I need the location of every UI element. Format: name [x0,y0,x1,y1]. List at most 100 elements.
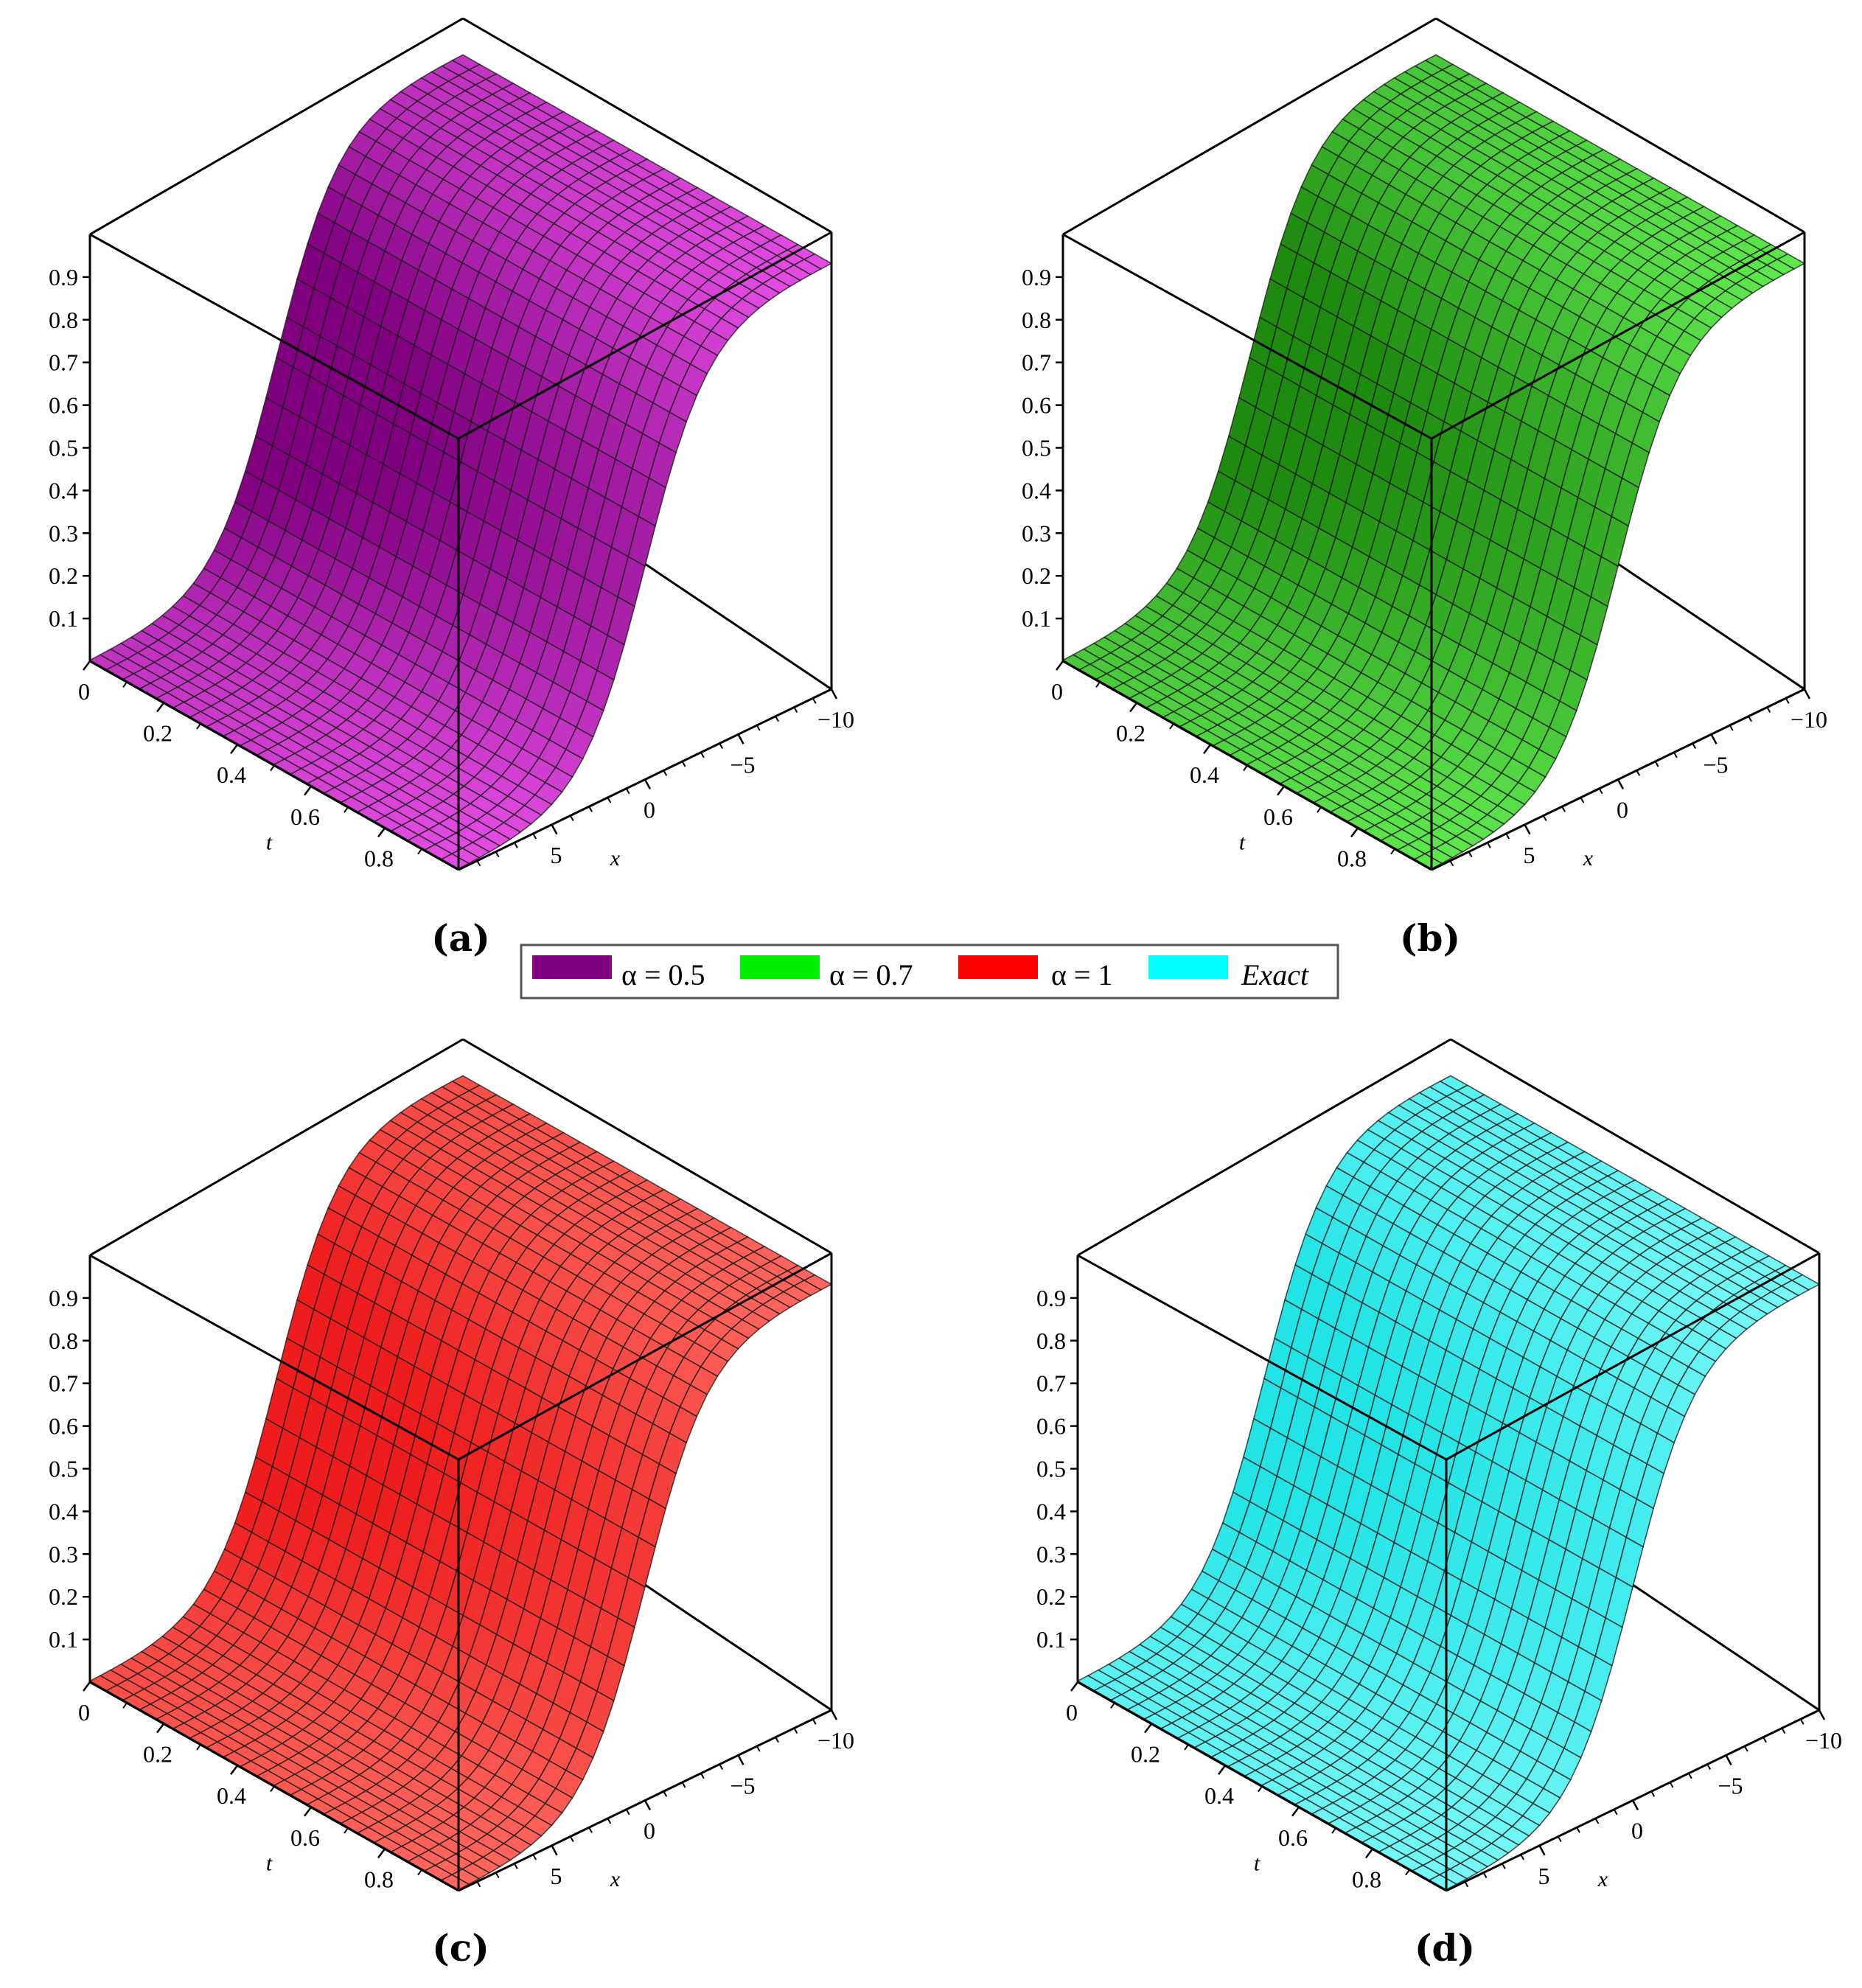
t-tick-label: 0.4 [1204,1782,1234,1809]
surface [1061,54,1806,870]
t-tick [377,1848,386,1859]
x-minor-tick [495,851,500,857]
t-tick [156,702,164,713]
x-axis-ticks: −10 −5 0 5 [476,1709,854,1889]
panel-d: 0.1 0.2 0.3 0.4 0.5 0.6 0.7 0.8 0.9 0 0.2 0.4 0.6 0.8… [1036,1038,1842,1970]
t-minor-tick [1258,1785,1263,1793]
x-minor-tick [812,697,817,704]
axis-box-front [88,231,833,871]
x-minor-tick [1650,1790,1656,1797]
x-minor-tick [1669,1782,1674,1788]
t-tick-label: 0.8 [1337,845,1367,871]
x-minor-tick [681,1782,686,1788]
x-minor-tick [1482,1872,1488,1878]
z-axis-ticks: 0.1 0.2 0.3 0.4 0.5 0.6 0.7 0.8 0.9 [1022,264,1063,632]
t-tick-label: 0.8 [1352,1866,1381,1892]
t-tick [83,660,91,671]
surface [88,54,833,870]
panel-b: 0.1 0.2 0.3 0.4 0.5 0.6 0.7 0.8 0.9 0 0.2 0.4 0.6 0.8… [1022,17,1827,960]
z-tick-label: 0.2 [49,562,78,589]
x-tick [551,824,558,835]
x-minor-tick [1505,833,1510,840]
t-tick-label: 0 [78,1699,90,1726]
x-tick-label: −10 [1805,1727,1842,1754]
x-minor-tick [1762,1737,1767,1743]
x-minor-tick [756,725,761,731]
t-tick-label: 0.8 [364,845,394,871]
t-minor-tick [270,764,275,772]
x-minor-tick [812,1718,817,1725]
t-tick-label: 0.6 [1278,1824,1308,1851]
x-minor-tick [625,788,630,795]
x-minor-tick [1729,725,1734,731]
t-tick-label: 0.8 [364,1866,394,1892]
t-minor-tick [1243,764,1248,772]
t-tick-label: 0 [1066,1699,1078,1726]
x-axis-label: x [1583,846,1594,871]
x-tick [1710,733,1718,744]
z-tick-label: 0.7 [49,349,78,376]
legend-item: α = 0.7 [740,955,913,991]
t-axis-label: t [266,1852,273,1876]
x-tick-label: 5 [1538,1863,1550,1889]
x-tick [1538,1845,1546,1856]
legend-label: Exact [1241,958,1309,991]
x-tick-label: −10 [817,706,854,733]
x-tick-label: −10 [1790,706,1827,733]
x-axis-ticks: −10 −5 0 5 [1449,688,1827,868]
z-tick-label: 0.6 [1022,392,1051,419]
x-tick-label: 0 [644,797,655,823]
x-minor-tick [1748,716,1752,722]
x-minor-tick [1449,860,1454,867]
t-tick-label: 0 [1051,678,1063,705]
x-tick [830,1709,838,1720]
t-tick [1129,702,1137,713]
x-minor-tick [700,752,705,758]
t-tick-label: 0.4 [217,761,246,788]
panel-label: (c) [432,1926,489,1970]
t-tick-label: 0.6 [290,1824,320,1851]
x-minor-tick [495,1872,500,1878]
x-minor-tick [681,761,686,767]
z-tick-label: 0.6 [49,1413,78,1440]
x-tick-label: −5 [1703,751,1728,778]
x-axis-label: x [610,1867,621,1891]
x-minor-tick [1468,851,1473,857]
x-axis-label: x [610,846,621,871]
z-tick-label: 0.2 [1022,562,1051,589]
z-tick-label: 0.9 [49,1285,78,1311]
z-tick-label: 0.3 [1036,1541,1066,1567]
t-tick [230,1765,238,1775]
x-axis-ticks: −10 −5 0 5 [476,688,854,868]
t-minor-tick [417,1869,422,1876]
z-tick-label: 0.6 [1036,1413,1066,1440]
x-minor-tick [1692,743,1697,749]
x-tick-label: 5 [1524,842,1535,868]
t-minor-tick [196,1744,201,1751]
z-axis-ticks: 0.1 0.2 0.3 0.4 0.5 0.6 0.7 0.8 0.9 [1036,1285,1078,1653]
x-minor-tick [1706,1764,1712,1770]
x-axis-ticks: −10 −5 0 5 [1464,1709,1842,1889]
x-minor-tick [1688,1773,1692,1779]
legend-label: α = 1 [1051,958,1113,991]
legend-item: α = 1 [958,955,1113,991]
x-tick [737,733,745,744]
x-minor-tick [514,1863,518,1869]
x-tick-label: −10 [817,1727,854,1754]
x-tick [1524,824,1531,835]
panel-label: (b) [1400,916,1460,960]
t-tick [1365,1848,1373,1859]
x-minor-tick [1598,788,1603,795]
legend-swatch [1148,955,1228,979]
t-axis-ticks: 0 0.2 0.4 0.6 0.8 [1051,660,1395,871]
t-tick-label: 0.6 [1263,803,1293,830]
x-minor-tick [514,842,518,848]
x-tick [1725,1754,1732,1765]
x-minor-tick [607,1818,612,1824]
t-tick [304,1807,312,1817]
z-tick-label: 0.1 [1036,1626,1066,1653]
z-tick-label: 0.2 [1036,1583,1066,1610]
z-tick-label: 0.4 [49,477,78,503]
surface-panels: 0.1 0.2 0.3 0.4 0.5 0.6 0.7 0.8 0.9 0 0.2 0.4 0.6 0.8… [49,17,1842,1970]
x-tick [644,778,652,790]
